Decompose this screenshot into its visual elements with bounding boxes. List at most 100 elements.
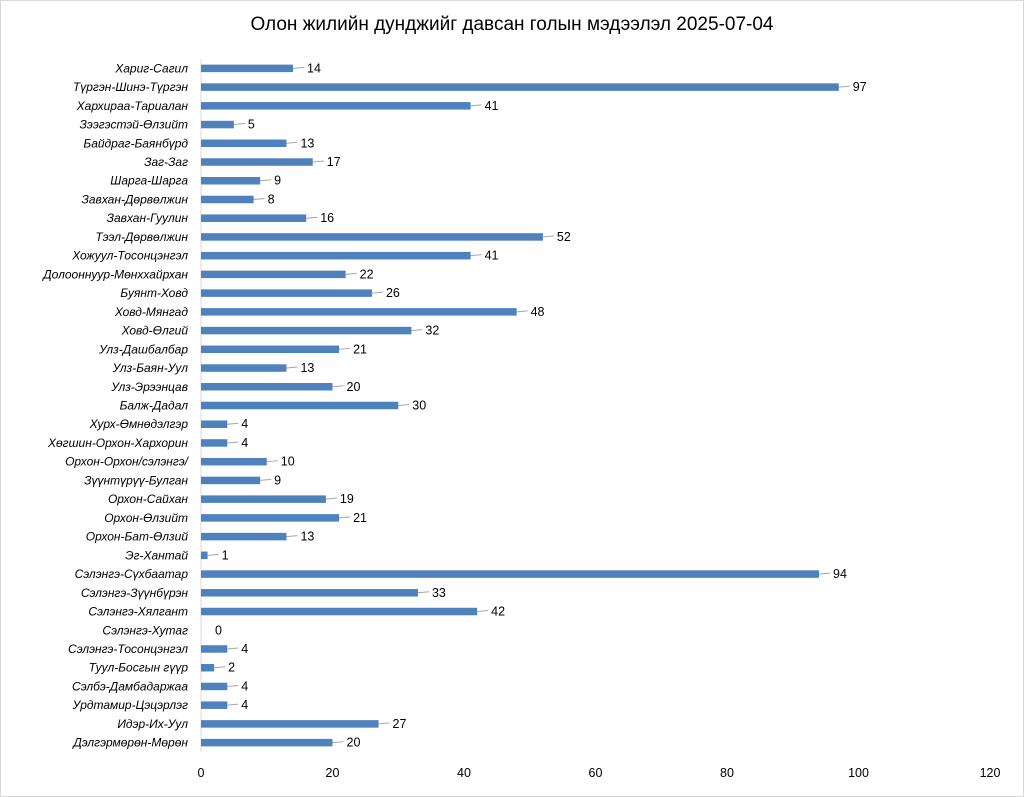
category-label: Байдраг-Баянбүрд — [83, 136, 188, 150]
data-label: 4 — [241, 417, 248, 431]
bar — [201, 289, 372, 297]
category-label: Сэлбэ-Дамбадаржаа — [72, 679, 188, 693]
x-tick-label: 100 — [848, 766, 869, 780]
data-label: 14 — [307, 61, 321, 75]
data-label: 26 — [386, 286, 400, 300]
bar — [201, 514, 340, 522]
category-label: Урдтамир-Цэцэрлэг — [72, 698, 188, 712]
category-label: Сэлэнгэ-Хялгант — [88, 605, 188, 619]
category-label: Дэлгэрмөрөн-Мөрөн — [71, 736, 188, 750]
category-label: Эг-Хантай — [125, 548, 188, 562]
category-label: Ховд-Өлгий — [121, 324, 189, 338]
category-label: Хөгшин-Орхон-Хархорин — [47, 436, 188, 450]
category-label: Сэлэнгэ-Хутаг — [102, 623, 188, 637]
data-label: 97 — [853, 80, 867, 94]
x-tick-label: 120 — [980, 766, 1001, 780]
x-tick-label: 40 — [457, 766, 471, 780]
data-label: 4 — [241, 642, 248, 656]
category-label: Идэр-Их-Уул — [117, 717, 188, 731]
bar — [201, 457, 267, 466]
data-label-leader — [260, 478, 272, 481]
data-label: 4 — [241, 679, 248, 693]
category-label: Завхан-Дөрвөлжин — [82, 192, 189, 206]
bar — [201, 383, 333, 391]
bar — [201, 720, 379, 728]
data-label: 4 — [241, 436, 248, 450]
bar — [201, 270, 346, 279]
data-label-leader — [398, 404, 410, 406]
bar — [201, 64, 294, 73]
data-label-leader — [378, 722, 390, 725]
data-label-leader — [417, 591, 430, 594]
chart-title: Олон жилийн дунджийг давсан голын мэдээл… — [250, 14, 774, 35]
data-label: 19 — [340, 492, 354, 506]
data-label: 42 — [491, 605, 505, 619]
data-label-leader — [470, 104, 482, 107]
category-label: Сэлэнгэ-Зүүнбүрэн — [81, 586, 189, 600]
category-label: Заг-Заг — [144, 155, 188, 169]
data-label: 22 — [360, 267, 374, 281]
bar — [201, 251, 471, 260]
data-label-leader — [345, 272, 357, 275]
category-label: Орхон-Орхон/сэлэнгэ/ — [65, 455, 190, 469]
data-label-leader — [339, 347, 351, 350]
data-label: 13 — [300, 136, 314, 150]
data-label-leader — [286, 141, 298, 144]
data-label: 5 — [248, 118, 255, 132]
data-label-leader — [325, 497, 337, 500]
bar — [201, 120, 234, 129]
category-label: Орхон-Сайхан — [108, 492, 188, 506]
category-label: Зээгэстэй-Өлзийт — [80, 118, 188, 132]
category-label: Сэлэнгэ-Тосонцэнгэл — [68, 642, 188, 656]
data-label-leader — [227, 703, 239, 706]
category-label: Долооннуур-Мөнххайрхан — [41, 267, 188, 281]
bar — [201, 589, 418, 597]
data-label: 8 — [268, 192, 275, 206]
category-label: Завхан-Гуулин — [107, 211, 189, 225]
bar — [201, 326, 412, 335]
data-label-leader — [477, 610, 489, 613]
category-label: Балж-Дадал — [120, 399, 189, 413]
category-label: Хожуул-Тосонцэнгэл — [71, 249, 188, 263]
category-label: Сэлэнгэ-Сүхбаатар — [75, 567, 189, 581]
bar — [201, 663, 215, 672]
data-label: 16 — [320, 211, 334, 225]
data-label: 10 — [281, 455, 295, 469]
category-label: Зүүнтүрүү-Булган — [84, 473, 188, 487]
data-label-leader — [516, 310, 528, 313]
bar — [201, 439, 228, 447]
bar — [201, 607, 478, 616]
bar — [201, 420, 228, 428]
category-label: Тээл-Дөрвөлжин — [95, 230, 188, 244]
data-label-leader — [286, 535, 298, 538]
data-label-leader — [233, 123, 245, 126]
data-label: 4 — [241, 698, 248, 712]
bar — [201, 214, 307, 222]
bar — [201, 139, 287, 148]
data-label-leader — [542, 235, 554, 238]
x-tick-label: 0 — [198, 766, 205, 780]
data-label-leader — [227, 647, 239, 650]
data-label: 48 — [531, 305, 545, 319]
bar — [201, 701, 228, 709]
category-label: Хурх-Өмнөдэлгэр — [89, 417, 189, 431]
bar — [201, 551, 208, 560]
data-label-leader — [838, 85, 850, 88]
bar — [201, 364, 287, 372]
category-label: Орхон-Бат-Өлзий — [86, 530, 189, 544]
data-label-leader — [819, 572, 831, 575]
bar — [201, 532, 287, 541]
category-label: Хариг-Сагил — [114, 61, 188, 75]
data-label: 32 — [425, 324, 439, 338]
bar — [201, 233, 543, 241]
data-label-leader — [207, 553, 219, 556]
category-label: Улз-Баян-Уул — [112, 361, 189, 375]
x-tick-label: 80 — [720, 766, 734, 780]
category-label: Туул-Босгын гүүр — [89, 661, 189, 675]
data-label: 94 — [833, 567, 847, 581]
category-label: Ховд-Мянгад — [114, 305, 189, 319]
data-label: 41 — [485, 249, 499, 263]
data-label: 21 — [353, 342, 367, 356]
